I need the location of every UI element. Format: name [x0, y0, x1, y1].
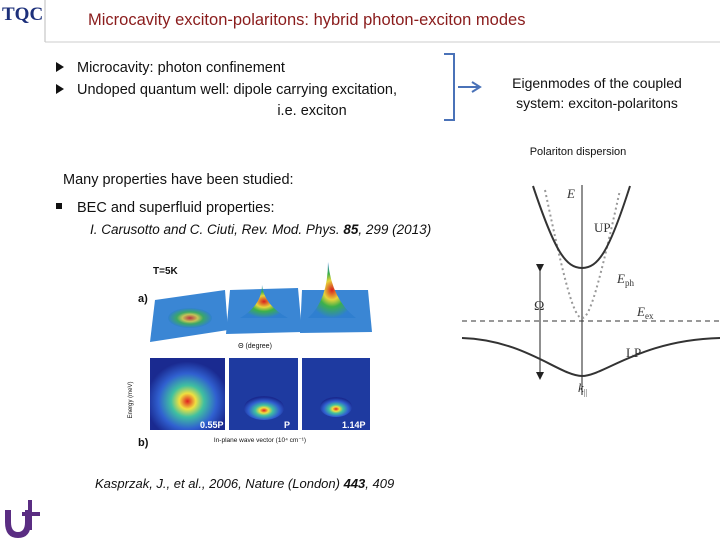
label-sub: ||: [584, 388, 587, 397]
citation-text: Kasprzak, J., et al., 2006, Nature (Lond…: [95, 476, 344, 491]
dispersion-label: UP: [594, 220, 611, 235]
power-label: 0.55P: [200, 420, 224, 430]
dispersion-label: k||: [578, 380, 587, 397]
photon-curve: [544, 189, 621, 320]
citation-volume: 443: [343, 476, 366, 491]
bullet-arrow: [56, 84, 64, 94]
properties-heading: Many properties have been studied:: [63, 172, 294, 188]
label-sub: ph: [625, 278, 635, 288]
label-sub: ex: [645, 311, 654, 321]
emblem: [22, 500, 40, 530]
bullet-continuation: i.e. exciton: [277, 103, 346, 119]
reference-volume: 85: [343, 222, 359, 237]
properties-item: BEC and superfluid properties:: [77, 200, 274, 216]
axis-label: Energy (meV): [128, 381, 134, 418]
label-main: E: [616, 271, 625, 286]
label-main: E: [636, 304, 645, 319]
peak: [168, 308, 212, 328]
peak: [308, 262, 356, 318]
bullet-square: [56, 203, 62, 209]
dispersion-label: Eph: [616, 271, 634, 288]
colormap: [302, 358, 370, 430]
colormap-spot: [244, 396, 284, 420]
logo: TQC: [2, 4, 43, 25]
axis-label: In-plane wave vector (10⁴ cm⁻¹): [214, 437, 306, 444]
dispersion-label: Eex: [636, 304, 654, 321]
bullet-arrow: [56, 62, 64, 72]
figure-label: a): [138, 293, 148, 305]
upper-polariton: [532, 185, 631, 270]
colormap: [150, 358, 225, 430]
dispersion-label: LP: [626, 345, 641, 360]
figure-label: T=5K: [153, 266, 179, 277]
emblem: [5, 510, 31, 538]
citation: Kasprzak, J., et al., 2006, Nature (Lond…: [95, 476, 394, 491]
power-label: P: [284, 420, 290, 430]
reference: I. Carusotto and C. Ciuti, Rev. Mod. Phy…: [90, 222, 431, 237]
eigenmodes: system: exciton-polaritons: [516, 95, 678, 111]
dispersion-label: E: [566, 186, 575, 201]
dispersion-title: Polariton dispersion: [530, 146, 627, 158]
bullet: Microcavity: photon confinement: [77, 60, 285, 76]
dispersion-label: Ω: [534, 299, 544, 314]
power-label: 1.14P: [342, 420, 366, 430]
reference-text: , 299 (2013): [358, 222, 431, 237]
figure-label: b): [138, 437, 149, 449]
eigenmodes: Eigenmodes of the coupled: [512, 75, 682, 91]
colormap-spot: [320, 397, 352, 417]
label-main: k: [578, 380, 584, 395]
reference-text: I. Carusotto and C. Ciuti, Rev. Mod. Phy…: [90, 222, 343, 237]
lower-polariton: [461, 337, 720, 378]
arrow: [458, 81, 482, 93]
peak: [240, 285, 288, 318]
axis-label: Θ (degree): [238, 343, 272, 350]
bullet: Undoped quantum well: dipole carrying ex…: [77, 82, 397, 98]
slide-title: Microcavity exciton-polaritons: hybrid p…: [88, 11, 525, 29]
bracket: [444, 53, 455, 121]
citation-text: , 409: [365, 476, 394, 491]
